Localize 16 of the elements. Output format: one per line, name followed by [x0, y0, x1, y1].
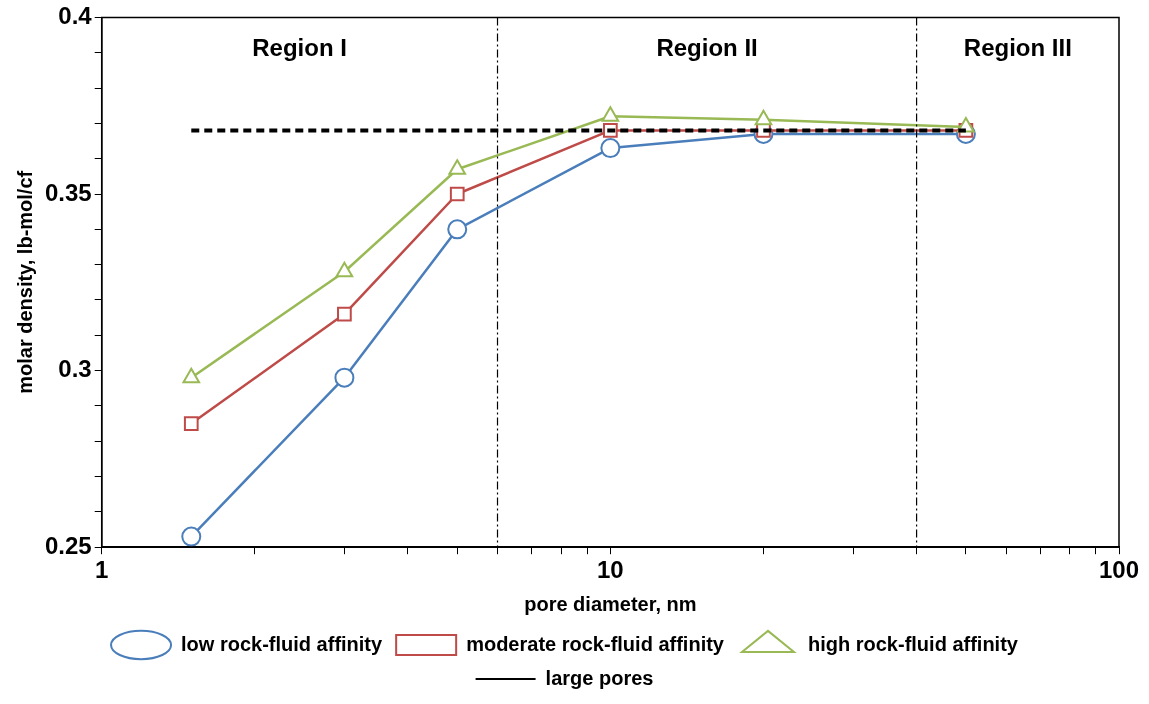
- y-axis-title: molar density, lb-mol/cf: [13, 170, 36, 394]
- legend-label: large pores: [545, 666, 654, 689]
- annotation: Region II: [656, 34, 758, 62]
- y-tick-label: 0.35: [44, 178, 92, 206]
- x-tick-label: 10: [597, 556, 624, 584]
- x-tick-label: 100: [1098, 556, 1140, 584]
- annotation: Region III: [963, 34, 1072, 62]
- annotation: Region I: [252, 34, 347, 62]
- x-axis-title: pore diameter, nm: [524, 592, 697, 615]
- legend-label: high rock-fluid affinity: [807, 632, 1019, 655]
- x-tick-label: 1: [95, 556, 109, 584]
- legend-label: low rock-fluid affinity: [181, 632, 384, 655]
- y-tick-label: 0.4: [58, 2, 93, 30]
- y-tick-label: 0.3: [58, 355, 92, 383]
- legend-label: moderate rock-fluid affinity: [466, 632, 725, 655]
- y-tick-label: 0.25: [44, 531, 92, 559]
